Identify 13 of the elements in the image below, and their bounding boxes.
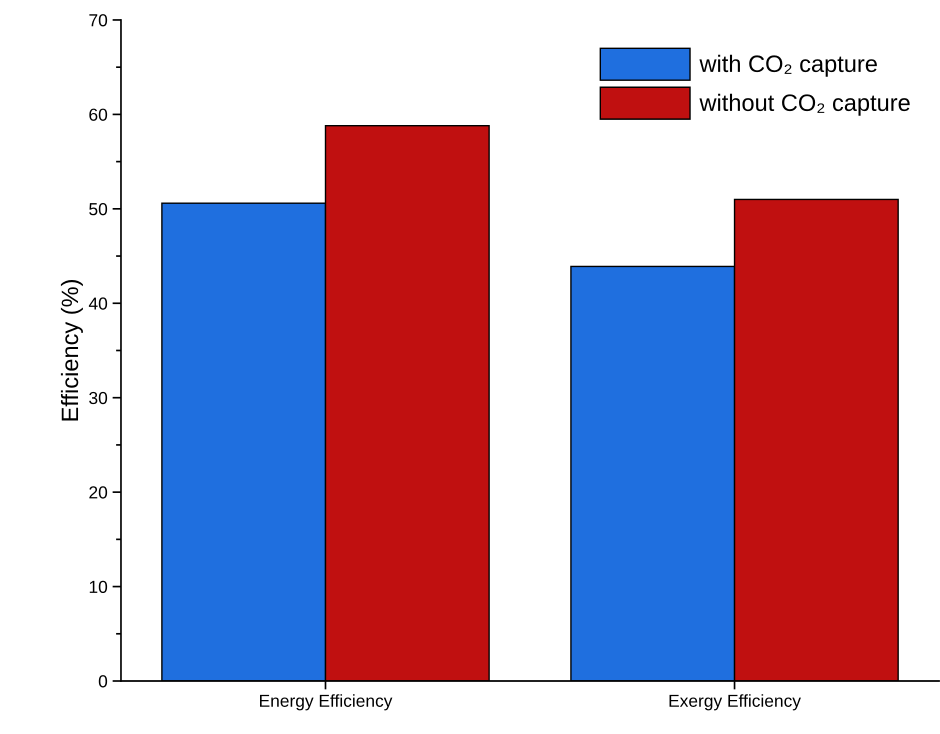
y-tick-label: 50 — [89, 203, 108, 216]
x-tick-label: Exergy Efficiency — [670, 694, 801, 710]
y-tick-label: 20 — [89, 486, 108, 499]
y-tick-label: 30 — [89, 392, 108, 404]
y-tick-label: 60 — [89, 108, 108, 121]
legend-label: with CO₂ capture — [699, 54, 877, 77]
legend-label: without CO₂ capture — [699, 94, 910, 116]
y-axis-title: Efficiency (%) — [60, 280, 83, 420]
y-tick-label: 0 — [98, 675, 108, 688]
y-tick-label: 10 — [90, 580, 108, 594]
y-tick-label: 40 — [88, 297, 108, 310]
x-tick-label: Energy Efficiency — [260, 694, 392, 710]
y-tick-label: 70 — [89, 14, 108, 26]
